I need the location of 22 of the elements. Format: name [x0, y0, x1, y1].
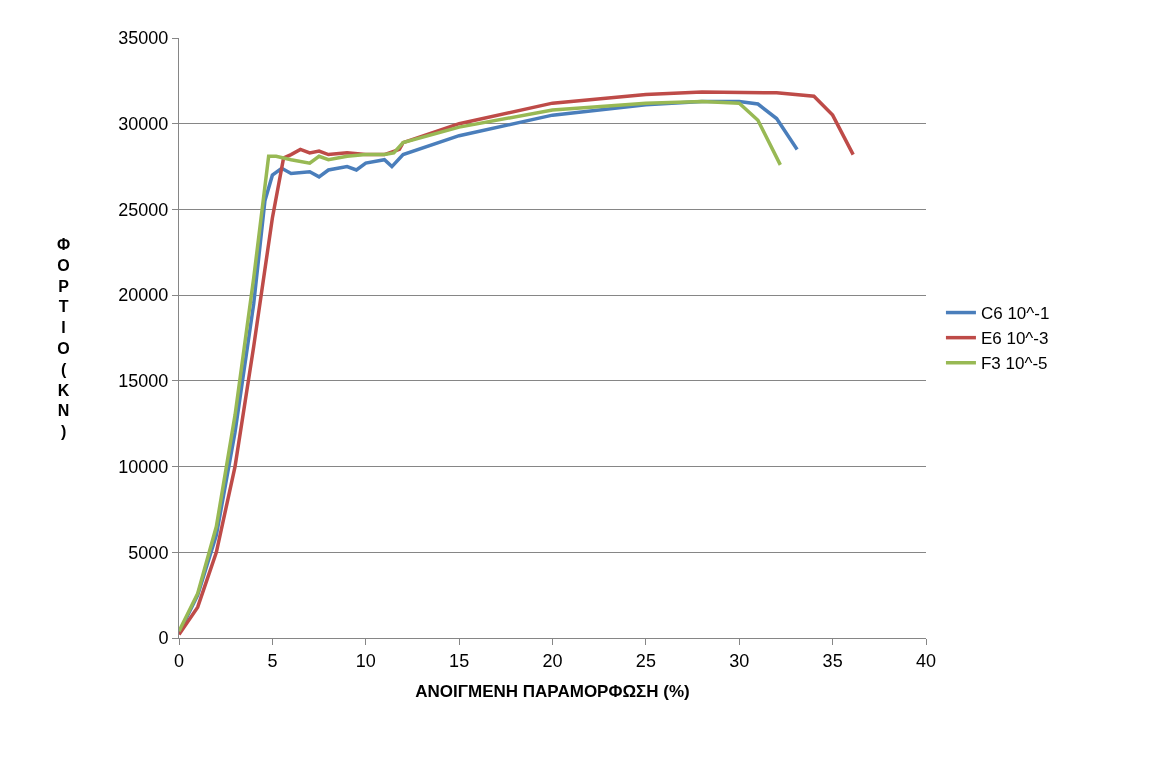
text: ΦΟΡΤΙΟ (KN) [57, 236, 71, 441]
x-tick-label: 40 [915, 650, 937, 671]
y-tick-label: 0 [158, 628, 169, 649]
legend-label: F3 10^-5 [980, 354, 1048, 374]
legend-label: C6 10^-1 [980, 304, 1050, 324]
x-tick-label: 25 [635, 650, 656, 671]
x-tick-label: 5 [267, 650, 278, 671]
x-axis-title: ΑΝΟΙΓΜΕΝΗ ΠΑΡΑΜΟΡΦΩΣΗ (%) [415, 682, 690, 701]
x-tick-label: 10 [355, 650, 376, 671]
x-tick-label: 15 [449, 650, 470, 671]
legend-label: E6 10^-3 [980, 329, 1049, 349]
y-tick-label: 35000 [118, 28, 169, 49]
y-tick-label: 5000 [128, 542, 169, 563]
y-tick-label: 15000 [118, 371, 169, 392]
x-tick-label: 30 [729, 650, 750, 671]
y-tick-label: 10000 [118, 456, 169, 477]
y-tick-label: 30000 [118, 114, 169, 135]
y-tick-label: 25000 [118, 199, 169, 220]
x-tick-label: 35 [822, 650, 843, 671]
x-tick-label: 20 [542, 650, 563, 671]
x-tick-label: 0 [173, 650, 185, 671]
y-tick-label: 20000 [118, 285, 169, 306]
